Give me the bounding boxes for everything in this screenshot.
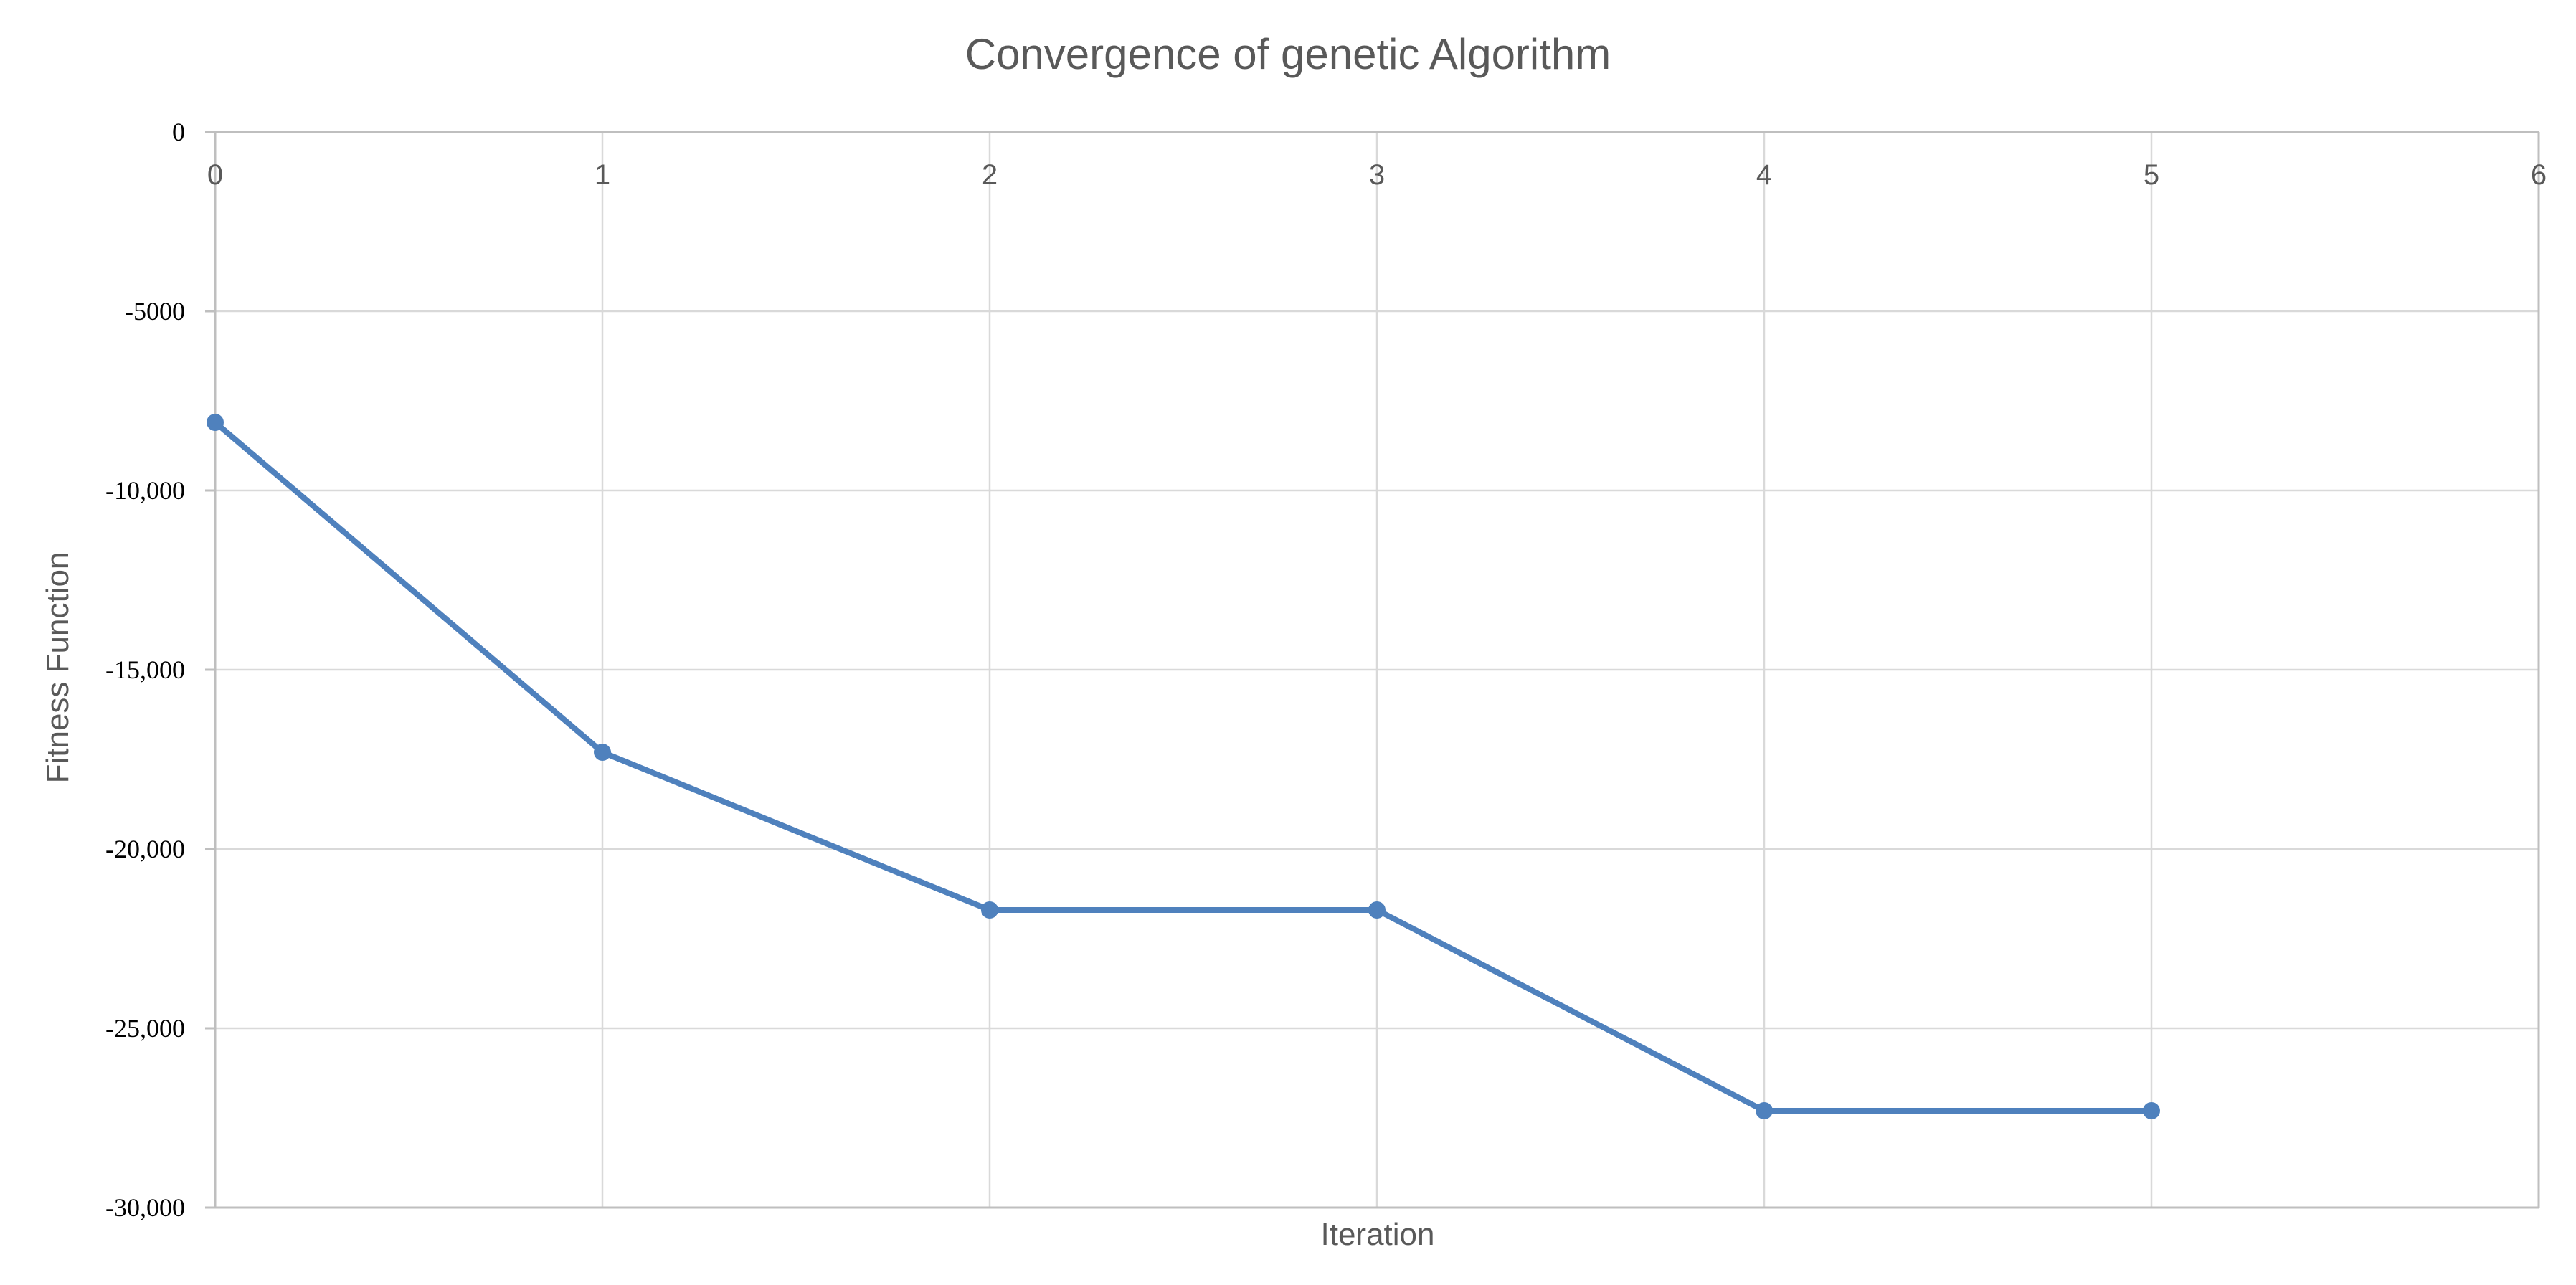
x-tick-label: 1 [595,159,610,191]
series-layer [207,414,2160,1119]
x-axis-title: Iteration [1321,1217,1435,1252]
y-tick-label: -10,000 [105,476,185,505]
y-tick-label: -25,000 [105,1014,185,1043]
data-point [1756,1102,1773,1119]
data-point [2143,1102,2160,1119]
x-tick-label: 0 [207,159,223,191]
data-point [1368,901,1386,919]
data-point [981,901,998,919]
chart-title: Convergence of genetic Algorithm [965,30,1611,78]
y-tick-label: -15,000 [105,655,185,684]
x-tick-label: 2 [982,159,998,191]
x-tick-label: 6 [2531,159,2547,191]
x-tick-label: 3 [1369,159,1385,191]
data-point [207,414,224,431]
series-line [212,419,2154,1114]
y-tick-label: 0 [172,118,185,146]
y-tick-label: -5000 [125,297,185,326]
gridlines [215,132,2539,1208]
axes [205,131,2540,1209]
data-point [594,744,611,761]
y-tick-label: -20,000 [105,835,185,863]
y-axis-title: Fitness Function [40,552,75,784]
x-tick-label: 5 [2144,159,2159,191]
x-tick-label: 4 [1756,159,1772,191]
tick-labels: 0 -5000 -10,000 -15,000 -20,000 -25,000 -30,00… [105,118,2547,1222]
y-tick-label: -30,000 [105,1193,185,1222]
